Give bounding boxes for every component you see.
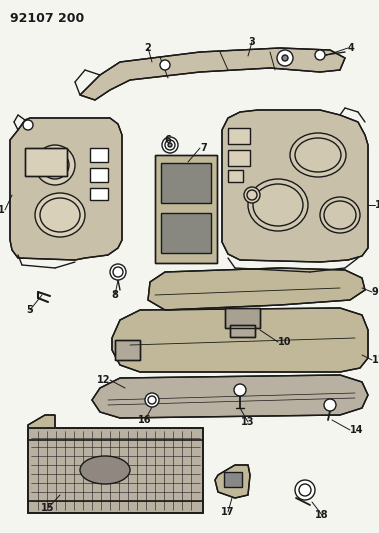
Circle shape	[324, 399, 336, 411]
Ellipse shape	[320, 197, 360, 233]
Polygon shape	[148, 268, 365, 310]
Bar	[230, 325, 255, 337]
Text: 7: 7	[200, 143, 207, 153]
Bar	[225, 308, 260, 328]
Text: 16: 16	[138, 415, 152, 425]
Circle shape	[35, 145, 75, 185]
Bar	[228, 128, 250, 144]
Text: 15: 15	[41, 503, 55, 513]
Ellipse shape	[80, 456, 130, 484]
Circle shape	[244, 187, 260, 203]
Text: 92107 200: 92107 200	[10, 12, 84, 25]
Polygon shape	[215, 465, 250, 498]
Text: 13: 13	[241, 417, 255, 427]
Circle shape	[295, 480, 315, 500]
Text: 11: 11	[372, 355, 379, 365]
Bar	[90, 148, 108, 162]
Circle shape	[282, 55, 288, 61]
Bar	[115, 340, 140, 360]
Polygon shape	[92, 375, 368, 418]
Text: 18: 18	[315, 510, 329, 520]
Text: 8: 8	[111, 290, 118, 300]
Text: 2: 2	[145, 43, 151, 53]
Polygon shape	[80, 48, 345, 100]
Circle shape	[160, 60, 170, 70]
Circle shape	[315, 50, 325, 60]
Bar	[161, 213, 211, 253]
Text: 10: 10	[278, 337, 291, 347]
Circle shape	[162, 137, 178, 153]
Ellipse shape	[248, 179, 308, 231]
Polygon shape	[222, 110, 368, 262]
Text: 17: 17	[221, 507, 235, 517]
Bar	[228, 170, 243, 182]
Bar	[161, 163, 211, 203]
Bar	[90, 188, 108, 200]
Text: 14: 14	[350, 425, 363, 435]
Bar	[155, 155, 217, 263]
Polygon shape	[112, 308, 368, 372]
Bar	[230, 325, 255, 337]
Bar	[25, 148, 67, 176]
Circle shape	[168, 143, 172, 147]
Polygon shape	[10, 118, 122, 260]
Polygon shape	[28, 415, 55, 428]
Text: 3: 3	[249, 37, 255, 47]
Bar	[225, 308, 260, 328]
Circle shape	[277, 50, 293, 66]
Text: 6: 6	[164, 135, 171, 145]
Ellipse shape	[35, 193, 85, 237]
Text: 4: 4	[348, 43, 355, 53]
Bar	[28, 428, 203, 513]
Text: 1: 1	[0, 205, 5, 215]
Circle shape	[234, 384, 246, 396]
Ellipse shape	[290, 133, 346, 177]
Bar	[115, 340, 140, 360]
Bar	[28, 428, 203, 513]
Bar	[155, 155, 217, 263]
Circle shape	[145, 393, 159, 407]
Bar	[228, 150, 250, 166]
Bar	[224, 472, 242, 487]
Text: 1: 1	[375, 200, 379, 210]
Circle shape	[110, 264, 126, 280]
Circle shape	[23, 120, 33, 130]
Text: 12: 12	[97, 375, 110, 385]
Text: 9: 9	[372, 287, 379, 297]
Bar	[90, 168, 108, 182]
Text: 5: 5	[27, 305, 33, 315]
Bar	[25, 148, 67, 176]
